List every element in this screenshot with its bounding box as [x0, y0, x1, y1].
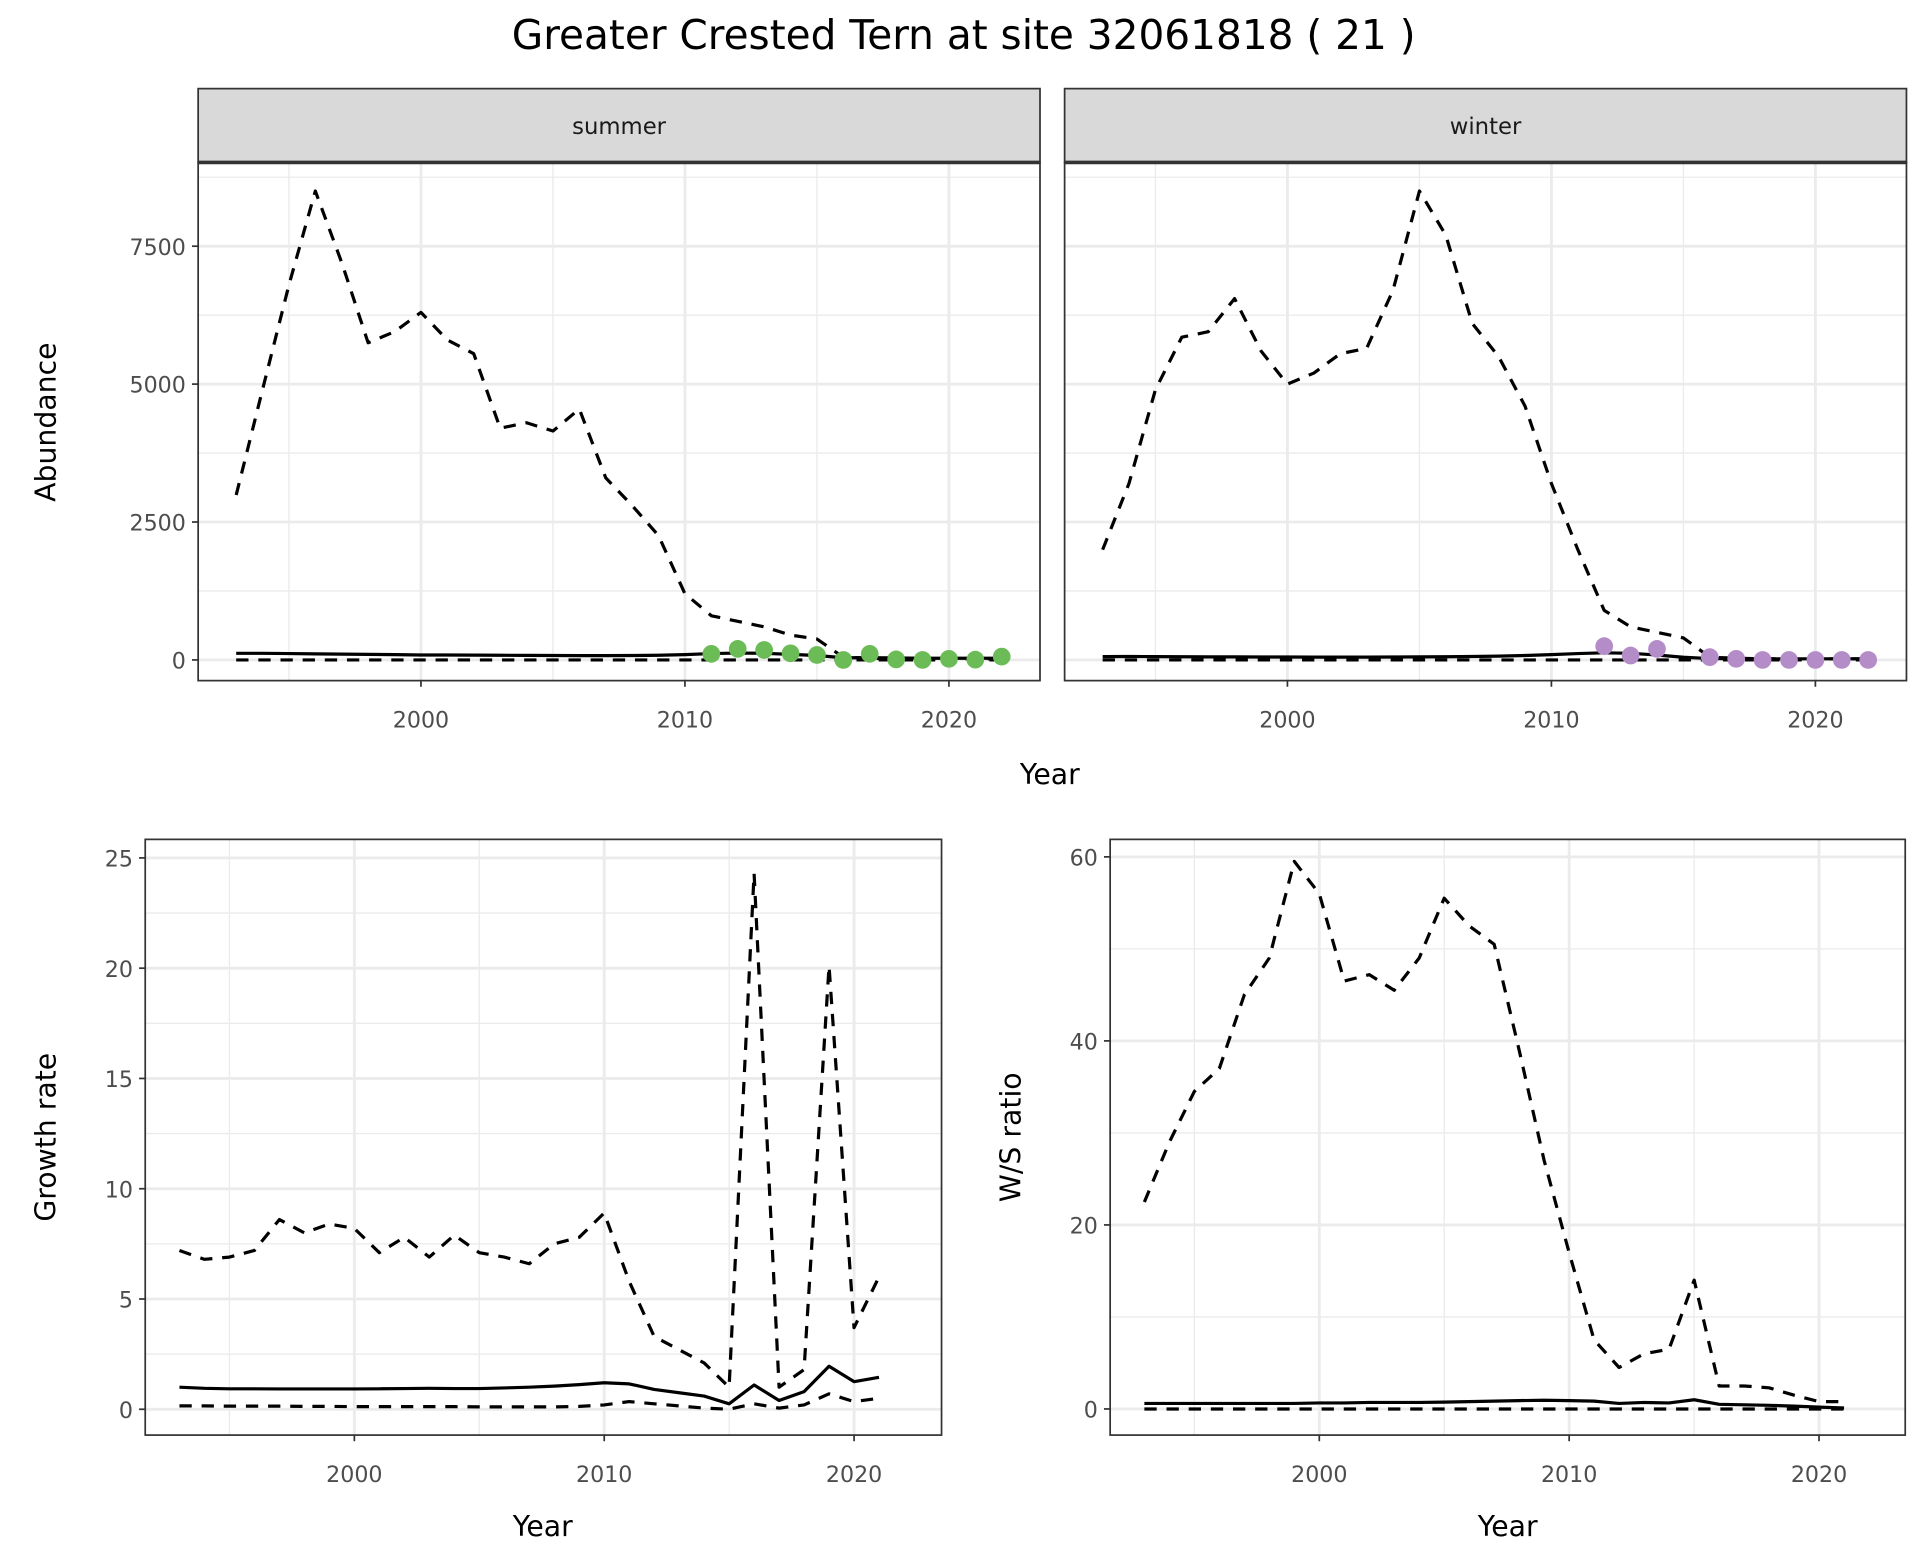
estimate-solid-line [179, 1364, 880, 1406]
x-axis-title: Year [1019, 758, 1080, 791]
y-tick-label: 20 [1070, 1214, 1098, 1240]
observed-count-point [1595, 637, 1614, 655]
observed-count-point [992, 647, 1011, 666]
x-tick-label: 2020 [921, 707, 977, 733]
panel-border [1109, 838, 1907, 1436]
observed-count-point [1700, 648, 1719, 667]
y-tick-label: 25 [105, 847, 133, 873]
x-tick-label: 2020 [1787, 707, 1843, 733]
upper-bound-dashed-line [234, 189, 1002, 661]
x-tick-label: 2010 [657, 707, 713, 733]
x-tick-label: 2020 [826, 1462, 882, 1488]
x-tick-label: 2000 [1291, 1462, 1347, 1488]
observed-count-point [755, 641, 773, 659]
observed-count-point [808, 646, 826, 664]
observed-count-point [1806, 651, 1825, 669]
panel-border [1063, 161, 1908, 682]
upper-bound-dashed-line [1142, 859, 1845, 1404]
y-tick-label: 5000 [129, 373, 185, 399]
y-tick-label: 10 [105, 1177, 133, 1203]
growth-rate-panel: 2000 2010 2020 0 5 10 15 20 25 [105, 838, 943, 1488]
y-tick-label: 5 [119, 1288, 133, 1314]
estimate-solid-line [236, 651, 1002, 660]
x-tick-label: 2010 [1523, 707, 1579, 733]
y-tick-label: 60 [1070, 845, 1098, 871]
observed-count-point [887, 650, 905, 669]
observed-count-point [1753, 651, 1772, 669]
facet-strip-label: winter [1450, 114, 1522, 140]
panel-border [144, 838, 943, 1436]
y-tick-label: 20 [105, 957, 133, 983]
winter-panel: 2000 2010 2020 winter [1063, 87, 1908, 733]
observed-count-point [1621, 646, 1640, 665]
x-axis-title: Year [1477, 1510, 1538, 1543]
observed-count-point [781, 644, 800, 663]
y-tick-label: 7500 [129, 235, 185, 261]
upper-bound-dashed-line [1101, 189, 1869, 661]
upper-bound-dashed-line [178, 871, 881, 1389]
panel-border [197, 161, 1041, 682]
x-axis-title: Year [512, 1510, 573, 1543]
y-axis-title: Abundance [29, 342, 62, 501]
observed-count-point [913, 651, 932, 669]
y-tick-label: 0 [119, 1398, 133, 1424]
facet-strip-label: summer [572, 114, 667, 140]
summer-panel: 2000 2010 2020 0 2500 5000 7500 summer [129, 87, 1041, 733]
chart-title: Greater Crested Tern at site 32061818 ( … [512, 11, 1416, 59]
y-tick-label: 0 [1084, 1398, 1098, 1424]
y-tick-label: 15 [105, 1067, 133, 1093]
x-tick-label: 2010 [576, 1462, 632, 1488]
estimate-solid-line [1102, 651, 1869, 661]
x-tick-label: 2020 [1791, 1462, 1847, 1488]
x-tick-label: 2000 [1259, 707, 1315, 733]
y-tick-label: 2500 [129, 511, 185, 537]
observed-count-point [1727, 649, 1746, 668]
y-tick-label: 40 [1070, 1030, 1098, 1056]
lower-bound-dashed-line [179, 1392, 880, 1411]
x-tick-label: 2000 [326, 1462, 382, 1488]
observed-count-point [702, 644, 721, 663]
y-axis-title: W/S ratio [994, 1072, 1027, 1202]
observed-count-point [1832, 651, 1851, 669]
observed-count-point [728, 640, 747, 658]
x-tick-label: 2000 [393, 707, 449, 733]
ws-ratio-panel: 2000 2010 2020 0 20 40 60 [1070, 838, 1907, 1488]
observed-count-point [940, 649, 958, 668]
facet-strip [197, 87, 1041, 164]
observed-count-point [860, 644, 879, 663]
observed-count-point [1648, 640, 1666, 658]
estimate-solid-line [1144, 1398, 1845, 1410]
x-tick-label: 2010 [1541, 1462, 1597, 1488]
y-axis-title: Growth rate [29, 1053, 62, 1222]
observed-count-point [1780, 651, 1798, 669]
facet-strip [1063, 87, 1908, 164]
y-tick-label: 0 [172, 649, 186, 675]
observed-count-point [966, 650, 985, 669]
observed-count-point [834, 651, 853, 669]
observed-count-point [1859, 651, 1878, 669]
